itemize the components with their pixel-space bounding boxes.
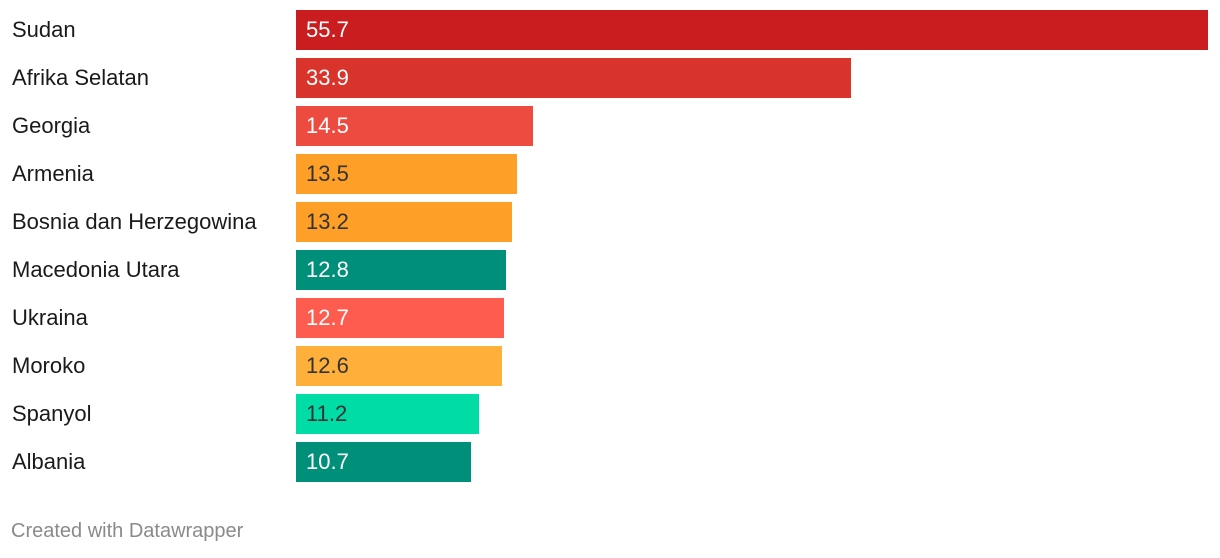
category-label: Armenia bbox=[12, 161, 94, 186]
bar-chart: Sudan 55.7 Afrika Selatan 33.9 Georgia 14.5 Ar… bbox=[12, 10, 1208, 482]
bar: 10.7 bbox=[296, 442, 471, 482]
bar-value-label: 13.2 bbox=[306, 209, 349, 234]
bar-value-label: 13.5 bbox=[306, 161, 349, 186]
category-label: Albania bbox=[12, 449, 86, 474]
category-label: Spanyol bbox=[12, 401, 92, 426]
category-label: Ukraina bbox=[12, 305, 88, 330]
bar: 12.8 bbox=[296, 250, 506, 290]
bar-value-label: 10.7 bbox=[306, 449, 349, 474]
bar-value-label: 12.8 bbox=[306, 257, 349, 282]
category-label: Macedonia Utara bbox=[12, 257, 180, 282]
bar-value-label: 12.7 bbox=[306, 305, 349, 330]
bar-value-label: 11.2 bbox=[306, 401, 348, 426]
bar: 14.5 bbox=[296, 106, 533, 146]
bar: 11.2 bbox=[296, 394, 479, 434]
bar-value-label: 14.5 bbox=[306, 113, 349, 138]
bar-value-label: 12.6 bbox=[306, 353, 349, 378]
datawrapper-credit: Created with Datawrapper bbox=[11, 520, 244, 542]
category-label: Afrika Selatan bbox=[12, 65, 149, 90]
category-label: Moroko bbox=[12, 353, 86, 378]
category-label: Sudan bbox=[12, 17, 76, 42]
bar: 33.9 bbox=[296, 58, 851, 98]
bar-value-label: 55.7 bbox=[306, 17, 349, 42]
bar-value-label: 33.9 bbox=[306, 65, 349, 90]
bar: 13.5 bbox=[296, 154, 517, 194]
bar: 12.6 bbox=[296, 346, 502, 386]
category-label: Georgia bbox=[12, 113, 91, 138]
bar: 12.7 bbox=[296, 298, 504, 338]
bar: 55.7 bbox=[296, 10, 1208, 50]
bar: 13.2 bbox=[296, 202, 512, 242]
category-label: Bosnia dan Herzegowina bbox=[12, 209, 257, 234]
